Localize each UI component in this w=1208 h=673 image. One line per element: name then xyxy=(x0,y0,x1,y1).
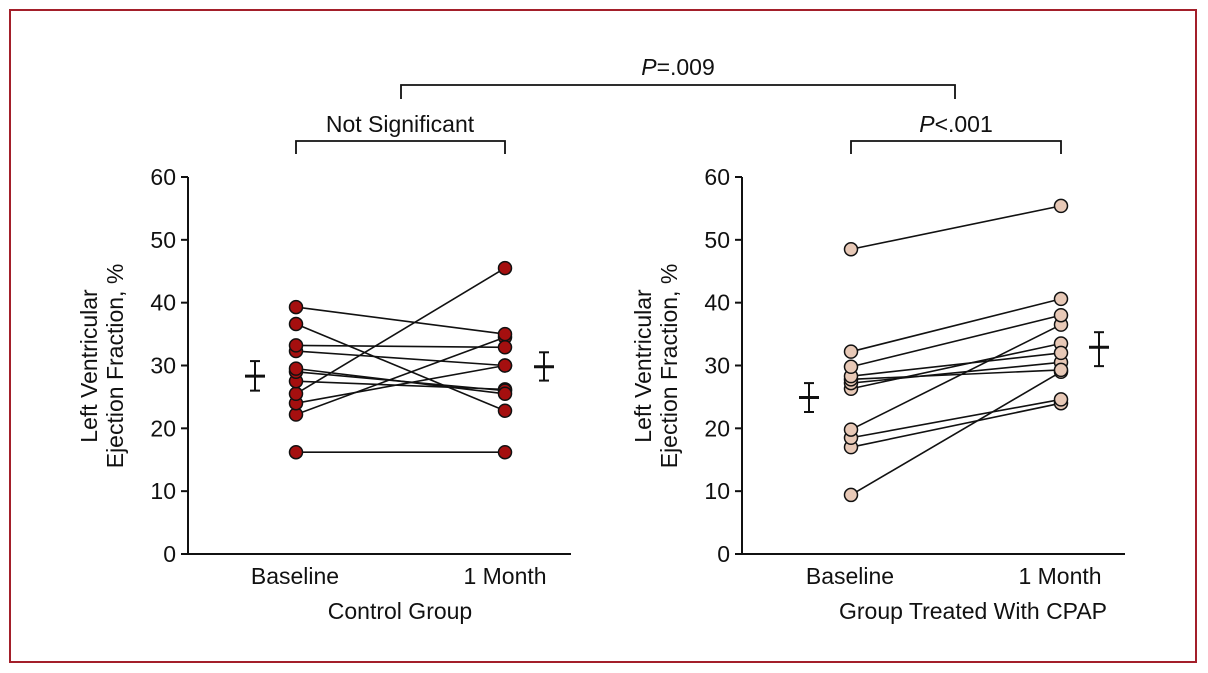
control-group-panel: 0 10 20 30 40 50 60 Left VentricularEjection F… xyxy=(76,111,571,624)
mean-error-bars xyxy=(799,331,1109,413)
month-point xyxy=(497,326,513,342)
baseline-point xyxy=(843,359,859,375)
paired-line xyxy=(850,342,1062,390)
paired-line xyxy=(295,323,506,412)
paired-line xyxy=(850,205,1062,251)
panel-bracket-value: <.001 xyxy=(935,111,993,137)
y-tick-label: 50 xyxy=(704,227,730,253)
x-tick-label-baseline: Baseline xyxy=(806,563,894,589)
baseline-point xyxy=(843,487,859,503)
panel-bracket-label: Not Significant xyxy=(326,111,475,137)
baseline-point xyxy=(288,299,304,315)
month-point xyxy=(497,358,513,373)
panel-bracket-label: P<.001 xyxy=(919,111,993,137)
baseline-mean-error-bar xyxy=(799,382,819,413)
paired-line xyxy=(295,344,506,349)
y-ticks: 0 10 20 30 40 50 60 xyxy=(704,164,742,567)
month-mean-error-bar xyxy=(1089,331,1109,368)
y-axis-label-line1: Left Ventricular xyxy=(76,289,102,443)
top-bracket-p: P xyxy=(641,54,657,80)
month-point xyxy=(1053,345,1069,361)
baseline-point xyxy=(843,242,859,257)
paired-line xyxy=(295,367,506,395)
month-point xyxy=(1053,362,1069,378)
data-points xyxy=(843,198,1069,503)
month-point xyxy=(497,340,513,355)
top-bracket-value: =.009 xyxy=(657,54,715,80)
paired-line xyxy=(850,314,1062,368)
paired-line xyxy=(850,298,1062,353)
y-ticks: 0 10 20 30 40 50 60 xyxy=(150,164,188,567)
x-tick-label-1-month: 1 Month xyxy=(463,563,546,589)
panel-bracket-p: P xyxy=(919,111,935,137)
paired-line xyxy=(295,364,506,404)
y-axis-label-line1: Left Ventricular xyxy=(630,289,656,443)
y-tick-label: 50 xyxy=(150,227,176,253)
x-tick-label-1-month: 1 Month xyxy=(1018,563,1101,589)
month-point xyxy=(1053,307,1069,323)
paired-line xyxy=(295,350,506,367)
y-tick-label: 10 xyxy=(704,478,730,504)
y-tick-label: 10 xyxy=(150,478,176,504)
baseline-point xyxy=(288,361,304,376)
paired-lines xyxy=(850,205,1062,496)
month-point xyxy=(497,260,513,276)
y-tick-label: 0 xyxy=(163,541,176,567)
top-bracket-label: P=.009 xyxy=(641,54,715,80)
y-axis-label-line2: Ejection Fraction, % xyxy=(656,264,682,469)
y-tick-label: 20 xyxy=(150,415,176,441)
panel-bracket xyxy=(850,140,1062,154)
baseline-point xyxy=(288,386,304,402)
x-tick-label-baseline: Baseline xyxy=(251,563,339,589)
y-tick-label: 20 xyxy=(704,415,730,441)
panel-bracket xyxy=(295,140,506,154)
month-point xyxy=(1053,291,1069,307)
group-label: Control Group xyxy=(328,598,472,624)
cpap-group-panel: 0 10 20 30 40 50 60 Left VentricularEjection F… xyxy=(630,111,1125,624)
y-tick-label: 40 xyxy=(150,290,176,316)
mean-error-bars xyxy=(245,351,554,392)
y-axis-label-line2: Ejection Fraction, % xyxy=(102,264,128,469)
month-mean-error-bar xyxy=(534,351,554,382)
baseline-point xyxy=(288,316,304,332)
y-axis-label: Left VentricularEjection Fraction, % xyxy=(76,264,128,469)
baseline-mean-error-bar xyxy=(245,360,265,392)
paired-line xyxy=(295,306,506,335)
y-tick-label: 60 xyxy=(150,164,176,190)
paired-line xyxy=(850,398,1062,439)
month-point xyxy=(497,444,513,460)
month-point xyxy=(497,386,513,402)
y-tick-label: 30 xyxy=(704,353,730,379)
y-tick-label: 60 xyxy=(704,164,730,190)
baseline-point xyxy=(843,344,859,359)
y-tick-label: 0 xyxy=(717,541,730,567)
group-label: Group Treated With CPAP xyxy=(839,598,1107,624)
paired-line xyxy=(850,369,1062,381)
y-axis-label: Left VentricularEjection Fraction, % xyxy=(630,264,682,469)
paired-lines xyxy=(295,267,506,454)
data-points xyxy=(288,260,513,460)
y-tick-label: 40 xyxy=(704,290,730,316)
paired-line xyxy=(850,371,1062,496)
baseline-point xyxy=(843,422,859,437)
paired-line xyxy=(295,336,506,416)
paired-line xyxy=(850,323,1062,431)
y-tick-label: 30 xyxy=(150,353,176,379)
paired-line xyxy=(850,361,1062,384)
month-point xyxy=(497,403,513,418)
figure-frame: P=.009 0 10 20 30 40 50 60 Left VentricularEje… xyxy=(9,9,1197,663)
month-point xyxy=(1053,198,1069,214)
baseline-point xyxy=(288,338,304,353)
paired-line xyxy=(850,352,1062,377)
baseline-point xyxy=(288,444,304,460)
month-point xyxy=(1053,392,1069,407)
top-comparison-bracket: P=.009 xyxy=(400,54,956,99)
paired-line xyxy=(850,402,1062,448)
